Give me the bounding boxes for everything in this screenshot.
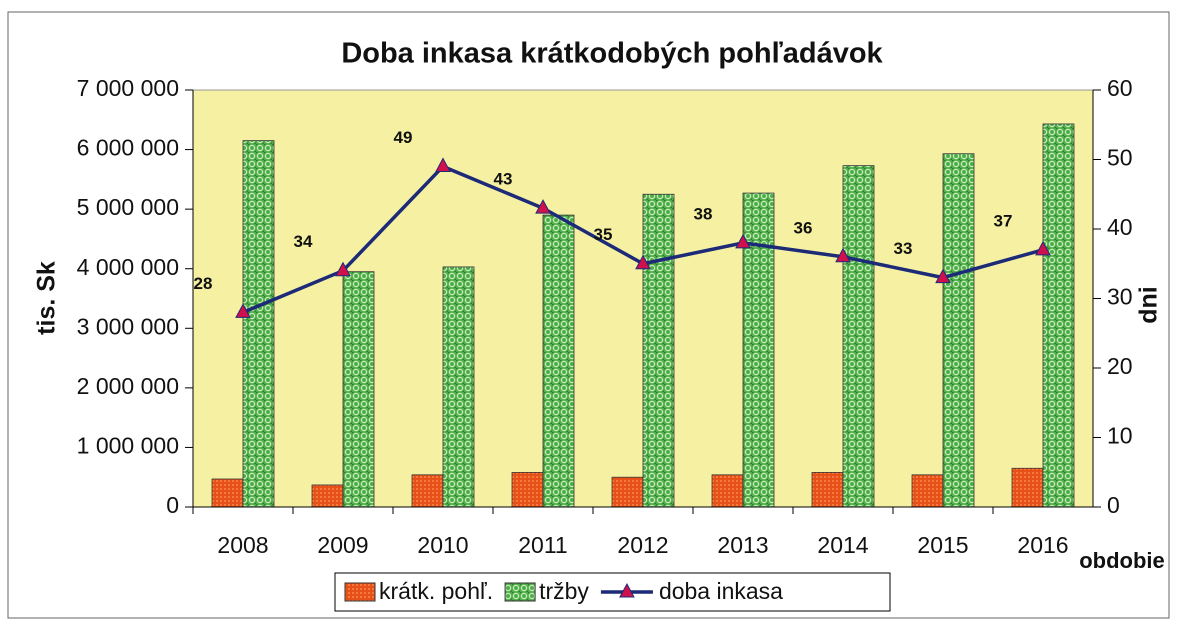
legend-marker — [619, 582, 635, 598]
y-tick-label: 2 000 000 — [77, 373, 179, 399]
data-label: 33 — [894, 239, 913, 258]
x-axis-label: obdobie — [1079, 548, 1165, 573]
bar — [411, 474, 444, 508]
bar — [911, 474, 944, 508]
bar — [242, 140, 275, 508]
legend-label: krátk. pohľ. — [379, 578, 493, 604]
bar — [811, 472, 844, 508]
y2-tick-label: 40 — [1107, 214, 1133, 240]
x-tick-label: 2012 — [617, 532, 668, 558]
marker — [535, 199, 551, 214]
legend-label: tržby — [539, 578, 589, 604]
legend-swatch — [344, 582, 376, 602]
bar — [711, 474, 744, 508]
y2-tick-label: 20 — [1107, 353, 1133, 379]
marker — [835, 247, 851, 263]
bar — [742, 192, 775, 508]
y-tick-label: 5 000 000 — [77, 194, 179, 220]
bar — [342, 271, 375, 508]
x-tick-label: 2016 — [1017, 532, 1068, 558]
x-tick-label: 2013 — [717, 532, 768, 558]
data-label: 28 — [194, 274, 213, 293]
x-tick-label: 2009 — [317, 532, 368, 558]
bar — [1011, 467, 1044, 508]
bar — [511, 472, 544, 508]
x-tick-label: 2014 — [817, 532, 868, 558]
bar — [311, 484, 344, 508]
y2-tick-label: 60 — [1107, 75, 1133, 101]
data-label: 49 — [394, 128, 413, 147]
x-tick-label: 2011 — [518, 532, 567, 558]
data-label: 35 — [594, 225, 613, 244]
x-tick-label: 2008 — [217, 532, 268, 558]
y2-tick-label: 0 — [1107, 492, 1120, 518]
marker — [235, 303, 251, 318]
x-tick-label: 2015 — [917, 532, 968, 558]
legend-label: doba inkasa — [659, 578, 783, 604]
x-tick-label: 2010 — [417, 532, 468, 558]
bar — [542, 214, 575, 508]
data-label: 38 — [694, 204, 713, 223]
y2-tick-label: 10 — [1107, 423, 1133, 449]
bar — [442, 266, 475, 508]
marker — [1035, 240, 1051, 256]
marker — [335, 261, 351, 277]
y-axis-label: tis. Sk — [33, 261, 61, 335]
y2-axis-label: dni — [1135, 286, 1163, 324]
marker — [435, 157, 451, 172]
data-label: 37 — [994, 211, 1013, 230]
bar — [642, 193, 675, 508]
y-tick-label: 7 000 000 — [77, 75, 179, 101]
y2-tick-label: 30 — [1107, 284, 1133, 310]
bar — [942, 153, 975, 508]
marker — [935, 268, 951, 284]
y2-tick-label: 50 — [1107, 145, 1133, 171]
bar — [611, 476, 644, 508]
bar — [842, 165, 875, 508]
y-tick-label: 3 000 000 — [77, 313, 179, 339]
marker — [635, 254, 651, 270]
bar — [211, 478, 244, 508]
y-tick-label: 4 000 000 — [77, 254, 179, 280]
y-tick-label: 0 — [166, 492, 179, 518]
chart-title: Doba inkasa krátkodobých pohľadávok — [341, 38, 883, 70]
data-label: 43 — [494, 170, 513, 189]
y-tick-label: 6 000 000 — [77, 135, 179, 161]
data-label: 36 — [794, 218, 813, 237]
data-label: 34 — [294, 232, 313, 251]
legend-swatch — [504, 582, 536, 602]
bar — [1042, 123, 1075, 508]
y-tick-label: 1 000 000 — [77, 433, 179, 459]
marker — [735, 233, 751, 249]
